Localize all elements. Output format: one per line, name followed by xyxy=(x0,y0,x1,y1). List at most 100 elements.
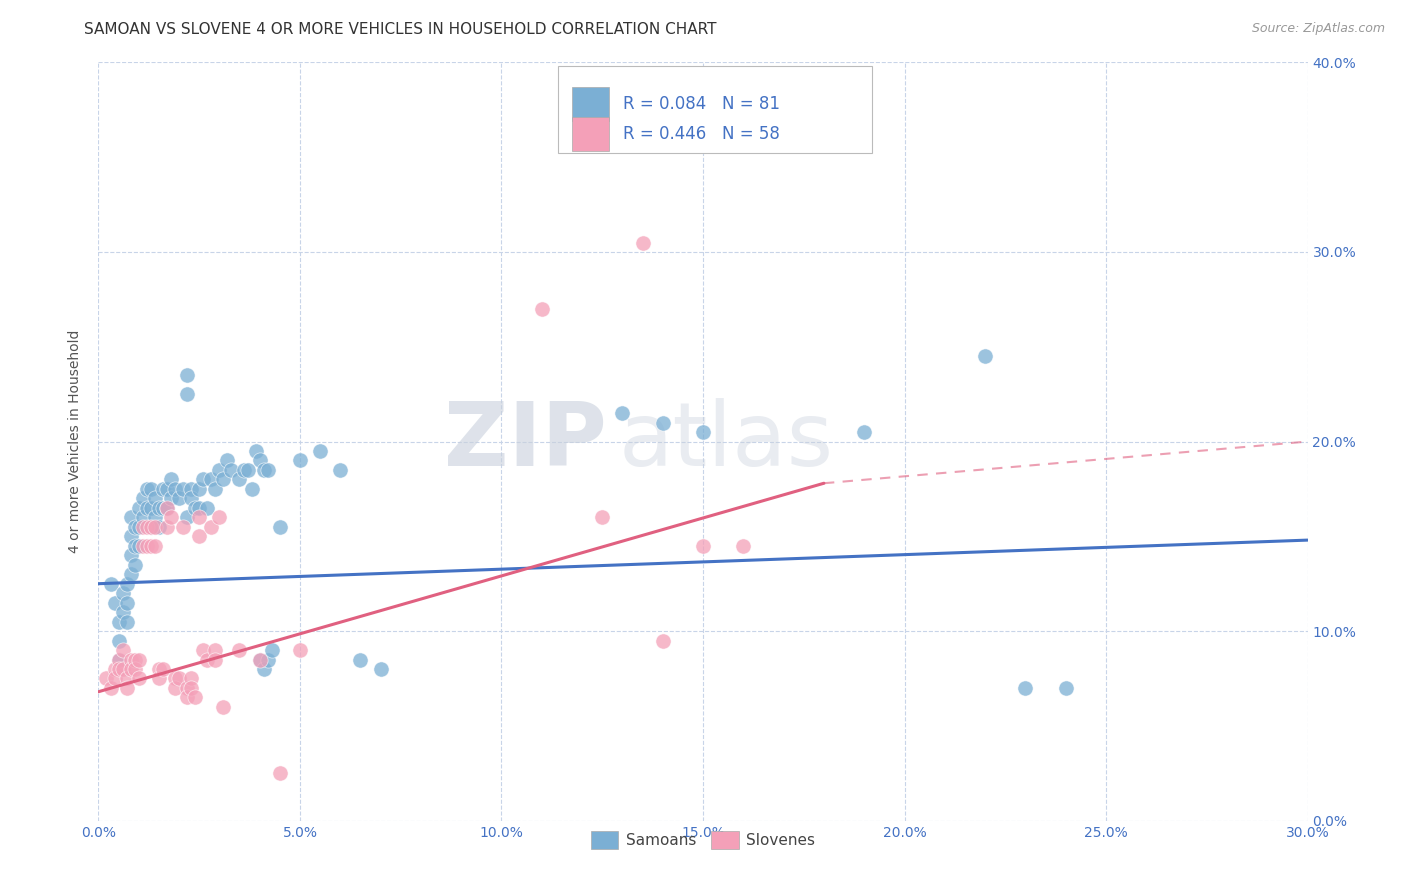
Point xyxy=(249,453,271,467)
Text: Source: ZipAtlas.com: Source: ZipAtlas.com xyxy=(1251,22,1385,36)
Point xyxy=(139,539,162,553)
Point xyxy=(253,662,276,676)
Point xyxy=(188,529,211,543)
Point xyxy=(245,444,267,458)
Point xyxy=(148,500,170,515)
Point xyxy=(143,491,166,506)
Point xyxy=(135,539,157,553)
Point xyxy=(111,643,134,657)
Point xyxy=(163,482,186,496)
Point xyxy=(260,643,283,657)
Point xyxy=(160,473,183,487)
Point xyxy=(139,520,162,534)
Point xyxy=(221,463,243,477)
Point xyxy=(148,672,170,686)
Point xyxy=(204,482,226,496)
Point xyxy=(111,662,134,676)
Text: atlas: atlas xyxy=(619,398,834,485)
Point xyxy=(212,473,235,487)
Point xyxy=(172,520,194,534)
Point xyxy=(195,500,218,515)
Point xyxy=(309,444,332,458)
Point xyxy=(132,510,155,524)
Point xyxy=(124,662,146,676)
Point xyxy=(156,520,179,534)
Point xyxy=(163,681,186,695)
Point xyxy=(184,500,207,515)
Point xyxy=(208,510,231,524)
Point xyxy=(139,520,162,534)
Point xyxy=(853,425,876,439)
Text: R = 0.446   N = 58: R = 0.446 N = 58 xyxy=(623,125,780,144)
Point xyxy=(103,596,125,610)
Point xyxy=(204,643,226,657)
Point xyxy=(167,491,190,506)
Point xyxy=(135,482,157,496)
Point xyxy=(111,605,134,619)
Text: SAMOAN VS SLOVENE 4 OR MORE VEHICLES IN HOUSEHOLD CORRELATION CHART: SAMOAN VS SLOVENE 4 OR MORE VEHICLES IN … xyxy=(84,22,717,37)
Point xyxy=(115,596,138,610)
Point xyxy=(249,652,271,666)
Point xyxy=(236,463,259,477)
Point xyxy=(132,491,155,506)
Point xyxy=(349,652,371,666)
Point xyxy=(100,576,122,591)
Point xyxy=(329,463,352,477)
Point xyxy=(212,699,235,714)
Point xyxy=(176,690,198,705)
Point xyxy=(269,766,291,780)
Point xyxy=(124,558,146,572)
Text: R = 0.084   N = 81: R = 0.084 N = 81 xyxy=(623,95,780,112)
Point xyxy=(120,510,142,524)
Point xyxy=(370,662,392,676)
Point xyxy=(120,529,142,543)
Point xyxy=(193,643,215,657)
Point xyxy=(253,463,276,477)
Point xyxy=(96,672,118,686)
Point xyxy=(249,652,271,666)
Point xyxy=(143,539,166,553)
Point xyxy=(107,652,129,666)
Point xyxy=(193,473,215,487)
Point xyxy=(1014,681,1036,695)
Point xyxy=(188,510,211,524)
Point xyxy=(107,652,129,666)
Point xyxy=(132,520,155,534)
Point xyxy=(115,615,138,629)
Bar xyxy=(572,117,609,152)
Point xyxy=(188,500,211,515)
Point xyxy=(100,681,122,695)
Point xyxy=(115,672,138,686)
Point xyxy=(115,681,138,695)
Point xyxy=(180,672,202,686)
Point xyxy=(530,301,553,316)
Bar xyxy=(572,87,609,120)
Point xyxy=(128,500,150,515)
Point xyxy=(204,652,226,666)
Point xyxy=(143,510,166,524)
Point xyxy=(124,539,146,553)
Point xyxy=(103,662,125,676)
Point xyxy=(160,510,183,524)
Point xyxy=(651,416,673,430)
Text: ZIP: ZIP xyxy=(443,398,606,485)
Point xyxy=(176,368,198,383)
Point xyxy=(974,349,997,363)
Point xyxy=(256,652,278,666)
Point xyxy=(651,633,673,648)
Point xyxy=(139,482,162,496)
Point xyxy=(200,520,222,534)
Point xyxy=(188,482,211,496)
Point xyxy=(591,510,613,524)
Point xyxy=(107,662,129,676)
Point xyxy=(180,491,202,506)
Point xyxy=(232,463,254,477)
Point xyxy=(167,672,190,686)
Point xyxy=(631,235,654,250)
Point xyxy=(128,652,150,666)
Point xyxy=(135,520,157,534)
Point xyxy=(156,500,179,515)
Point xyxy=(269,520,291,534)
FancyBboxPatch shape xyxy=(558,66,872,153)
Point xyxy=(148,662,170,676)
